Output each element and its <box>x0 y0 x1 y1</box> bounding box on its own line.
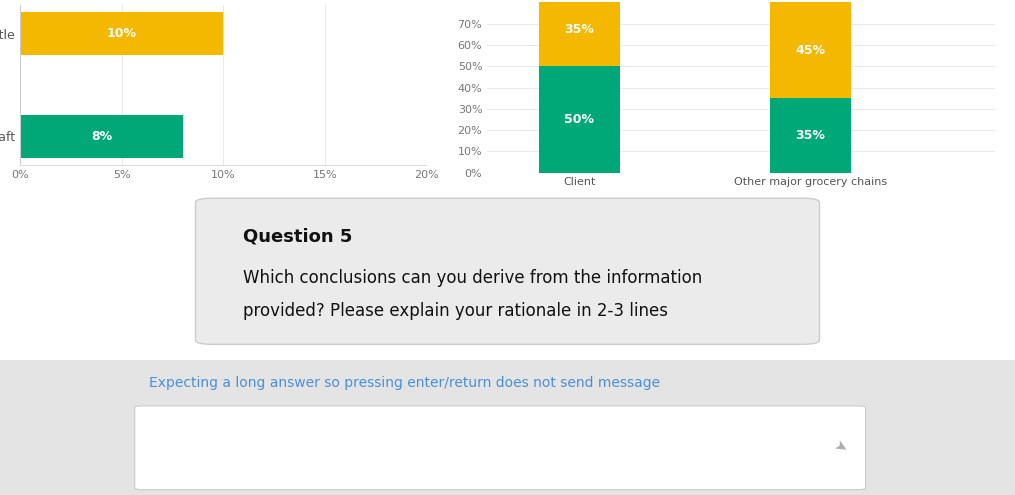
Bar <box>20 12 223 55</box>
Text: Question 5: Question 5 <box>243 227 352 245</box>
Text: 35%: 35% <box>564 23 595 36</box>
Bar <box>769 2 851 98</box>
Bar <box>539 0 620 66</box>
Bar <box>20 115 183 158</box>
Text: ➤: ➤ <box>830 438 850 457</box>
Text: Which conclusions can you derive from the information: Which conclusions can you derive from th… <box>243 268 701 287</box>
FancyBboxPatch shape <box>196 198 819 345</box>
FancyBboxPatch shape <box>135 406 866 490</box>
Text: provided? Please explain your rationale in 2-3 lines: provided? Please explain your rationale … <box>243 301 668 320</box>
Text: Expecting a long answer so pressing enter/return does not send message: Expecting a long answer so pressing ente… <box>149 376 661 390</box>
Text: 50%: 50% <box>564 113 595 126</box>
Bar <box>769 98 851 173</box>
Text: 10%: 10% <box>107 27 137 40</box>
Text: 35%: 35% <box>795 129 825 142</box>
Text: 45%: 45% <box>795 44 825 57</box>
Bar <box>539 66 620 173</box>
Text: 8%: 8% <box>91 130 112 143</box>
